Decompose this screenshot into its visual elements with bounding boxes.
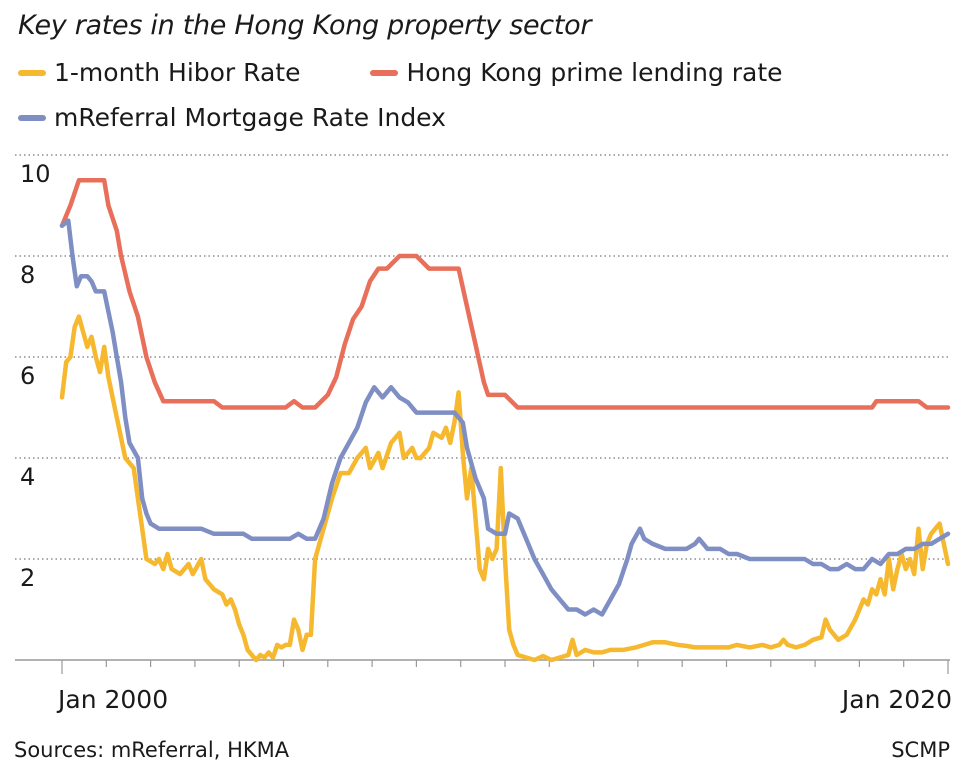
y-tick-label-6: 6 <box>20 362 35 390</box>
series-line-0 <box>59 314 951 663</box>
legend-label-prime: Hong Kong prime lending rate <box>406 58 783 87</box>
legend-swatch-hibor <box>18 69 46 76</box>
y-tick-label-10: 10 <box>20 160 51 188</box>
legend-item-prime: Hong Kong prime lending rate <box>370 58 783 87</box>
legend-row-1: 1-month Hibor Rate Hong Kong prime lendi… <box>18 58 853 87</box>
credit-note: SCMP <box>891 738 950 762</box>
legend-item-mortgage: mReferral Mortgage Rate Index <box>18 103 446 132</box>
legend-label-hibor: 1-month Hibor Rate <box>54 58 301 87</box>
y-tick-label-8: 8 <box>20 261 35 289</box>
x-tick-label-0: Jan 2000 <box>56 685 168 714</box>
x-tick-label-1: Jan 2020 <box>840 685 952 714</box>
legend-label-mortgage: mReferral Mortgage Rate Index <box>54 103 446 132</box>
sources-note: Sources: mReferral, HKMA <box>14 738 290 762</box>
series-line-1 <box>59 178 951 410</box>
legend-swatch-prime <box>370 69 399 76</box>
series-line-2 <box>59 218 951 617</box>
legend-item-hibor: 1-month Hibor Rate <box>18 58 300 87</box>
y-tick-label-4: 4 <box>20 463 35 491</box>
y-tick-label-2: 2 <box>20 564 35 592</box>
chart-title: Key rates in the Hong Kong property sect… <box>18 10 592 41</box>
legend-swatch-mortgage <box>18 114 46 121</box>
legend-row-2: mReferral Mortgage Rate Index <box>18 103 516 132</box>
